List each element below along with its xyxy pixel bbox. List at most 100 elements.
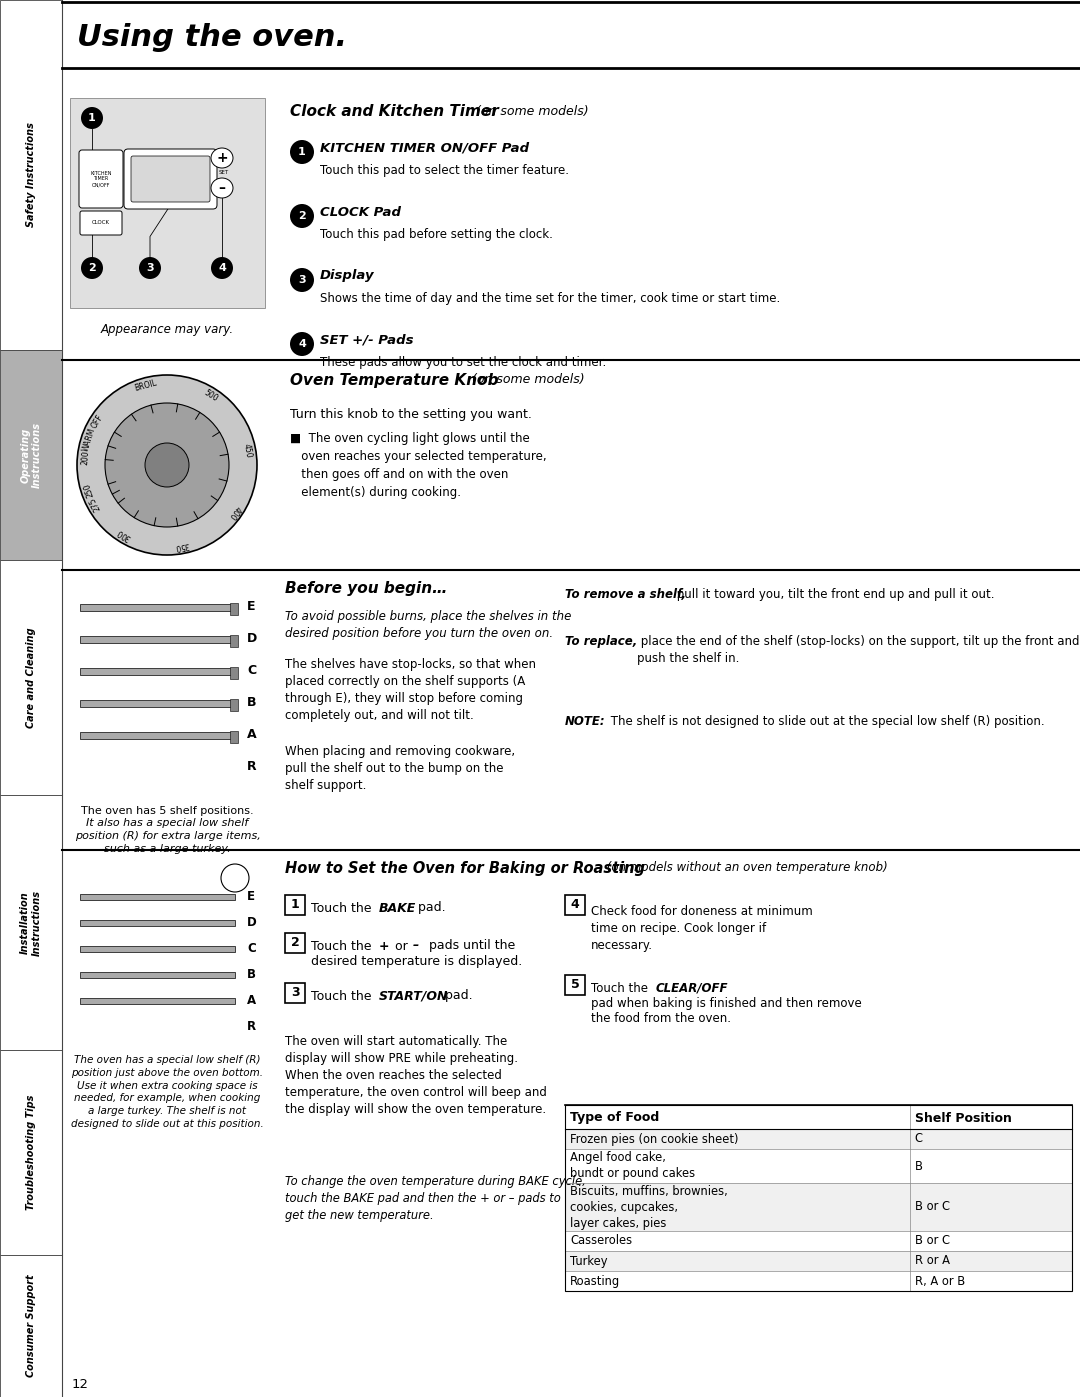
Bar — [285, 983, 305, 1003]
Text: 4: 4 — [570, 898, 579, 911]
Bar — [80, 946, 235, 951]
Text: To replace,: To replace, — [565, 636, 637, 648]
Text: The shelves have stop-locks, so that when
placed correctly on the shelf supports: The shelves have stop-locks, so that whe… — [285, 658, 536, 722]
Text: A: A — [247, 993, 256, 1006]
Text: B: B — [247, 968, 256, 981]
Bar — [0, 0, 62, 351]
Text: Angel food cake,
bundt or pound cakes: Angel food cake, bundt or pound cakes — [570, 1151, 696, 1180]
Text: Before you begin…: Before you begin… — [285, 581, 447, 595]
Text: NOTE:: NOTE: — [565, 715, 606, 728]
Text: Casseroles: Casseroles — [570, 1235, 632, 1248]
Text: Consumer Support: Consumer Support — [26, 1274, 36, 1377]
Bar — [80, 700, 235, 707]
Text: CLEAR/OFF: CLEAR/OFF — [656, 982, 729, 995]
Text: (on some models): (on some models) — [472, 106, 589, 119]
Bar — [565, 1148, 1072, 1183]
Text: WARM: WARM — [81, 426, 97, 453]
Text: Display: Display — [320, 270, 375, 282]
Text: ■  The oven cycling light glows until the
   oven reaches your selected temperat: ■ The oven cycling light glows until the… — [291, 432, 546, 499]
Text: (on models without an oven temperature knob): (on models without an oven temperature k… — [603, 862, 888, 875]
Text: Appearance may vary.: Appearance may vary. — [100, 324, 234, 337]
Text: To remove a shelf,: To remove a shelf, — [565, 588, 686, 601]
Circle shape — [105, 402, 229, 527]
Text: KITCHEN TIMER ON/OFF Pad: KITCHEN TIMER ON/OFF Pad — [320, 141, 529, 155]
Text: B: B — [247, 697, 257, 710]
Bar — [80, 894, 235, 900]
Text: 300: 300 — [114, 527, 132, 542]
Bar — [70, 98, 265, 307]
Text: R: R — [247, 760, 257, 774]
Bar — [565, 1129, 1072, 1148]
Circle shape — [81, 108, 103, 129]
Bar — [80, 636, 235, 643]
Text: B or C: B or C — [915, 1200, 949, 1214]
Bar — [0, 1255, 62, 1397]
Text: D: D — [247, 915, 257, 929]
Bar — [80, 668, 235, 675]
Ellipse shape — [211, 148, 233, 168]
Bar — [80, 604, 235, 610]
Text: Touch the: Touch the — [311, 940, 376, 953]
Text: Safety Instructions: Safety Instructions — [26, 123, 36, 228]
Text: Roasting: Roasting — [570, 1274, 620, 1288]
Text: These pads allow you to set the clock and timer.: These pads allow you to set the clock an… — [320, 356, 606, 369]
Text: 3: 3 — [291, 986, 299, 999]
Bar — [565, 1271, 1072, 1291]
Text: 12: 12 — [72, 1379, 89, 1391]
Text: R, A or B: R, A or B — [915, 1274, 966, 1288]
Bar — [0, 351, 62, 560]
Text: BAKE: BAKE — [379, 901, 416, 915]
Circle shape — [291, 140, 314, 163]
Text: How to Set the Oven for Baking or Roasting: How to Set the Oven for Baking or Roasti… — [285, 861, 645, 876]
Text: 200: 200 — [80, 450, 91, 465]
FancyBboxPatch shape — [79, 149, 123, 208]
Text: Turkey: Turkey — [570, 1255, 607, 1267]
Text: E: E — [247, 890, 255, 902]
Text: 3: 3 — [146, 263, 153, 272]
Bar — [80, 997, 235, 1004]
Text: 1: 1 — [298, 147, 306, 156]
Text: The oven has a special low shelf (R)
position just above the oven bottom.
Use it: The oven has a special low shelf (R) pos… — [71, 1055, 264, 1129]
Text: SET: SET — [219, 170, 229, 176]
Bar — [565, 1250, 1072, 1271]
Text: 400: 400 — [227, 503, 242, 521]
Text: +: + — [216, 151, 228, 165]
Text: Check food for doneness at minimum
time on recipe. Cook longer if
necessary.: Check food for doneness at minimum time … — [591, 905, 813, 951]
Text: –: – — [218, 182, 226, 196]
FancyBboxPatch shape — [124, 149, 217, 210]
Bar — [565, 1105, 1072, 1291]
Text: Biscuits, muffins, brownies,
cookies, cupcakes,
layer cakes, pies: Biscuits, muffins, brownies, cookies, cu… — [570, 1185, 728, 1229]
Text: Clock and Kitchen Timer: Clock and Kitchen Timer — [291, 105, 499, 120]
Text: The shelf is not designed to slide out at the special low shelf (R) position.: The shelf is not designed to slide out a… — [607, 715, 1044, 728]
Text: CLOCK Pad: CLOCK Pad — [320, 205, 401, 218]
Text: KITCHEN
TIMER
ON/OFF: KITCHEN TIMER ON/OFF — [91, 170, 111, 187]
Bar — [230, 698, 238, 711]
Circle shape — [291, 268, 314, 292]
Bar — [230, 731, 238, 743]
Bar — [230, 604, 238, 615]
Bar — [285, 933, 305, 953]
Text: Operating
Instructions: Operating Instructions — [21, 422, 42, 488]
Text: The oven will start automatically. The
display will show PRE while preheating.
W: The oven will start automatically. The d… — [285, 1035, 546, 1116]
Circle shape — [81, 257, 103, 279]
Text: 2: 2 — [291, 936, 299, 950]
Text: SET +/- Pads: SET +/- Pads — [320, 334, 414, 346]
Bar — [80, 972, 235, 978]
Bar — [70, 578, 265, 788]
Bar — [80, 921, 235, 926]
Text: BROIL: BROIL — [134, 379, 158, 393]
Text: 1: 1 — [89, 113, 96, 123]
Text: Type of Food: Type of Food — [570, 1112, 659, 1125]
Bar — [230, 636, 238, 647]
Text: 275: 275 — [87, 495, 102, 513]
Text: 4: 4 — [218, 263, 226, 272]
Ellipse shape — [211, 177, 233, 198]
Circle shape — [211, 257, 233, 279]
Text: R: R — [247, 1020, 256, 1032]
Text: The oven has 5 shelf positions.: The oven has 5 shelf positions. — [81, 806, 254, 816]
Text: 500: 500 — [202, 388, 219, 404]
Text: Using the oven.: Using the oven. — [77, 24, 347, 53]
Bar — [70, 858, 265, 1044]
Bar — [0, 795, 62, 1051]
Text: To change the oven temperature during BAKE cycle,
touch the BAKE pad and then th: To change the oven temperature during BA… — [285, 1175, 585, 1222]
